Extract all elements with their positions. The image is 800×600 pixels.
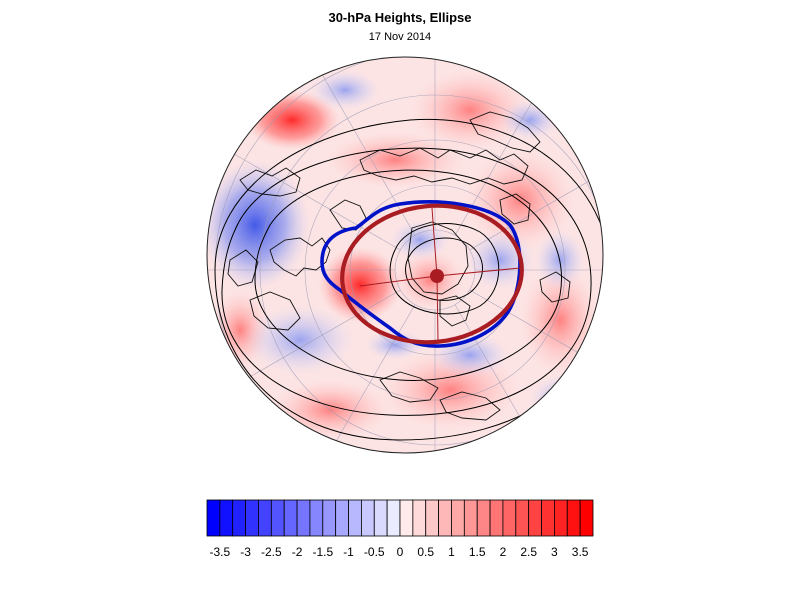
chart-date: 17 Nov 2014 <box>368 31 432 43</box>
meridian-line <box>469 139 603 251</box>
colorbar-tick-label: 2.5 <box>520 545 537 559</box>
anomaly-field <box>207 57 603 453</box>
colorbar-box <box>579 499 594 537</box>
colorbar-box <box>463 499 478 537</box>
colorbar-box <box>309 499 324 537</box>
colorbar-tick-label: 1 <box>448 545 455 559</box>
colorbar-box <box>219 499 234 537</box>
colorbar-tick-label: -1 <box>343 545 354 559</box>
colorbar-box <box>554 499 568 537</box>
colorbar-tick-label: 1.5 <box>469 545 486 559</box>
colorbar-box <box>502 499 517 537</box>
colorbar-tick-label: 2 <box>500 545 507 559</box>
colorbar-box <box>322 499 337 537</box>
colorbar-box <box>206 499 221 537</box>
meridian-line <box>454 304 566 453</box>
colorbar-tick-label: -3.5 <box>210 545 231 559</box>
colorbar-box <box>399 499 414 537</box>
colorbar-box <box>438 499 452 537</box>
meridian-line <box>469 289 603 401</box>
colorbar-box <box>258 499 272 537</box>
colorbar-box <box>296 499 311 537</box>
colorbar-tick-label: 3.5 <box>572 545 589 559</box>
vortex-edge-contour <box>320 200 522 348</box>
chart-title: 30-hPa Heights, Ellipse <box>328 10 472 25</box>
colorbar-tick-labels: -3.5 -3 -2.5 -2 -1.5 -1 -0.5 0 0.5 1 1.5 2 2.5 3 3.5 <box>210 545 589 559</box>
colorbar-tick-label: -3 <box>240 545 251 559</box>
colorbar-box <box>283 499 298 537</box>
colorbar-box <box>451 499 465 537</box>
colorbar-tick-label: 0.5 <box>417 545 434 559</box>
colorbar-box <box>528 499 542 537</box>
colorbar-tick-label: -2.5 <box>261 545 282 559</box>
fitted-ellipse <box>340 203 524 345</box>
map-boundary <box>206 56 604 454</box>
colorbar-box <box>348 499 362 537</box>
colorbar-box <box>425 499 440 537</box>
colorbar-tick-label: 0 <box>397 545 404 559</box>
colorbar-box <box>373 499 388 537</box>
colorbar-box <box>232 499 247 537</box>
colorbar-box <box>360 499 375 537</box>
colorbar-box <box>386 499 401 537</box>
colorbar-box <box>566 499 581 537</box>
colorbar-box <box>412 499 427 537</box>
colorbar-box <box>245 499 259 537</box>
ellipse-center-marker <box>430 269 444 283</box>
colorbar-box <box>270 499 285 537</box>
colorbar-box <box>335 499 349 537</box>
colorbar-box <box>541 499 555 537</box>
colorbar-tick-label: -0.5 <box>364 545 385 559</box>
colorbar-boxes <box>206 499 594 537</box>
colorbar-box <box>476 499 491 537</box>
colorbar-tick-label: 3 <box>551 545 558 559</box>
colorbar-box <box>489 499 504 537</box>
colorbar-tick-label: -2 <box>292 545 303 559</box>
colorbar-box <box>515 499 530 537</box>
height-contours <box>214 118 603 441</box>
colorbar-tick-label: -1.5 <box>312 545 333 559</box>
ellipse-axes <box>359 207 521 341</box>
